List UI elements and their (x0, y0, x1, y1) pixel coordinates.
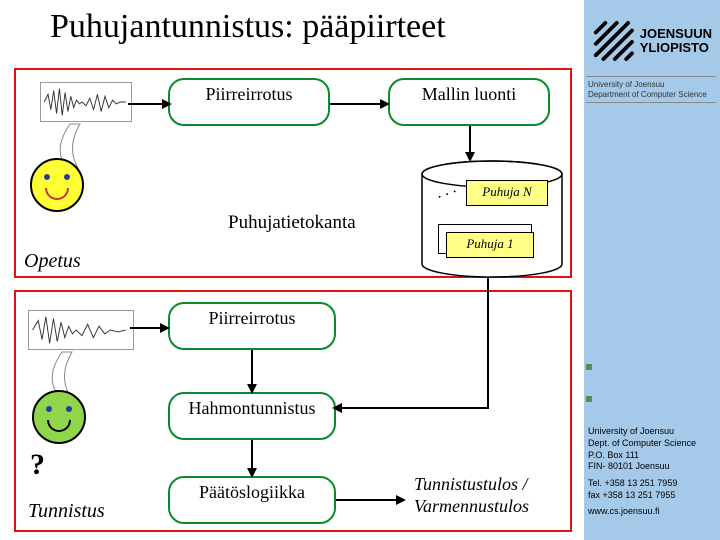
recognition-label: Tunnistus (28, 500, 105, 523)
arrow-icon (332, 278, 492, 418)
arrow-icon (244, 440, 260, 478)
database-label: Puhujatietokanta (228, 212, 356, 234)
page-title: Puhujantunnistus: pääpiirteet (50, 8, 446, 46)
unknown-face-icon (32, 390, 86, 444)
arrow-icon (462, 126, 478, 162)
logo: JOENSUUN YLIOPISTO (592, 10, 712, 72)
logo-text: JOENSUUN YLIOPISTO (640, 27, 712, 56)
question-mark: ? (30, 448, 45, 482)
waveform-icon (40, 82, 132, 122)
decision-logic-box: Päätöslogiikka (168, 476, 336, 524)
logo-line2: YLIOPISTO (640, 41, 712, 55)
logo-line1: JOENSUUN (640, 27, 712, 41)
waveform-icon (28, 310, 134, 350)
pattern-recognition-box: Hahmontunnistus (168, 392, 336, 440)
speaker-face-icon (30, 158, 84, 212)
bullet-icon (586, 364, 592, 370)
sidebar: JOENSUUN YLIOPISTO University of Joensuu… (584, 0, 720, 540)
speaker-card-1: Puhuja 1 (446, 232, 534, 258)
result-label-1: Tunnistustulos / (414, 474, 528, 495)
model-creation-box: Mallin luonti (388, 78, 550, 126)
training-label: Opetus (24, 250, 81, 273)
speaker-card-n: Puhuja N (466, 180, 548, 206)
arrow-icon (128, 96, 172, 112)
arrow-icon (130, 320, 170, 336)
contact-info: University of Joensuu Dept. of Computer … (588, 426, 716, 518)
arrow-icon (244, 350, 260, 394)
bullet-icon (586, 396, 592, 402)
speaker-database (418, 160, 566, 280)
arrow-icon (330, 96, 390, 112)
result-label-2: Varmennustulos (414, 496, 529, 517)
arrow-icon (336, 492, 406, 508)
feature-extraction-box: Piirreirrotus (168, 78, 330, 126)
logo-subtitle: University of Joensuu Department of Comp… (586, 76, 716, 103)
logo-icon (592, 18, 636, 64)
feature-extraction-box-2: Piirreirrotus (168, 302, 336, 350)
